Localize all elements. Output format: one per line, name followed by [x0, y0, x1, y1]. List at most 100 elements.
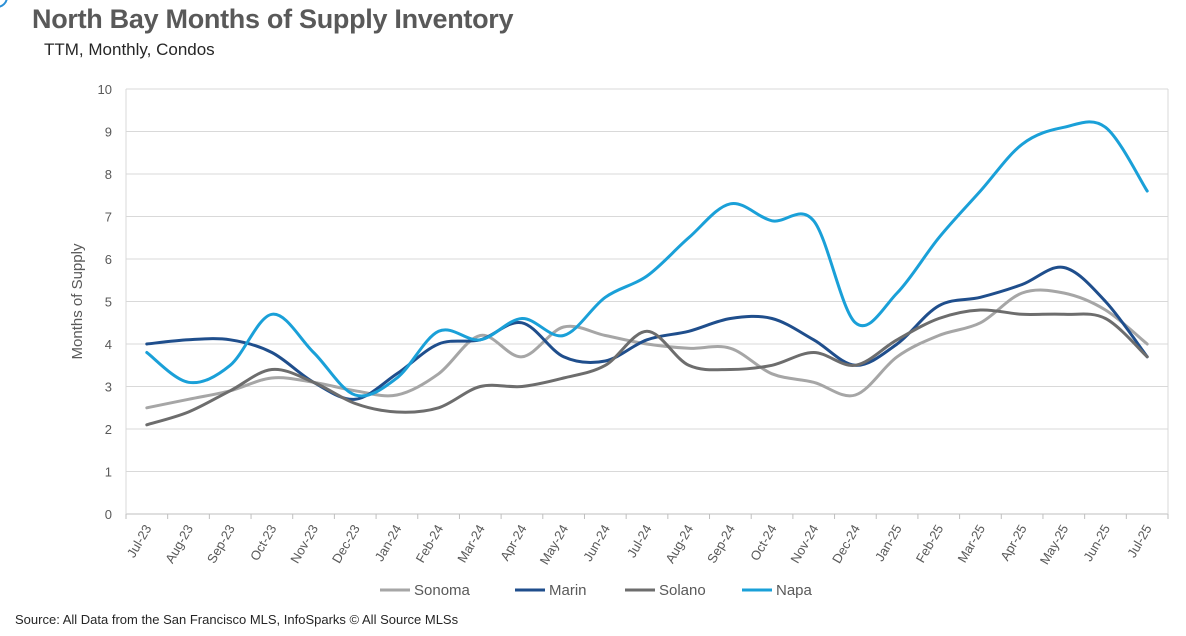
y-axis-ticks: 0 1 2 3 4 5 6 7 8 9 10: [98, 82, 112, 522]
data-point-marin: [896, 343, 899, 346]
x-tick-label: Nov-24: [787, 522, 821, 566]
legend-label-solano: Solano: [659, 582, 706, 599]
data-point-solano: [312, 381, 315, 384]
data-point-solano: [479, 385, 482, 388]
y-tick-label: 10: [98, 82, 112, 97]
series-line-solano: [145, 308, 1149, 427]
data-point-napa: [354, 394, 357, 397]
data-point-sonoma: [270, 377, 273, 380]
x-tick-label: Dec-24: [829, 522, 863, 566]
x-tick-label: May-25: [1037, 522, 1072, 567]
data-point-sonoma: [896, 355, 899, 358]
data-point-solano: [520, 385, 523, 388]
data-point-marin: [937, 304, 940, 307]
x-tick-label: Jan-25: [872, 522, 905, 564]
data-point-marin: [187, 338, 190, 341]
data-point-sonoma: [520, 355, 523, 358]
data-point-marin: [145, 343, 148, 346]
data-point-napa: [1146, 190, 1149, 193]
data-point-napa: [687, 236, 690, 239]
data-point-napa: [562, 334, 565, 337]
data-point-napa: [520, 317, 523, 320]
data-point-marin: [646, 338, 649, 341]
data-point-solano: [687, 364, 690, 367]
y-tick-label: 8: [105, 167, 112, 182]
y-axis-label: Months of Supply: [69, 243, 86, 359]
data-point-marin: [437, 343, 440, 346]
data-point-solano: [854, 364, 857, 367]
y-tick-label: 4: [105, 337, 112, 352]
x-tick-label: Oct-24: [747, 522, 779, 563]
data-point-sonoma: [145, 406, 148, 409]
data-point-marin: [354, 398, 357, 401]
data-point-marin: [604, 360, 607, 363]
data-point-solano: [437, 406, 440, 409]
data-point-napa: [1104, 126, 1107, 129]
x-tick-label: Feb-25: [913, 522, 947, 565]
x-tick-label: Apr-25: [997, 522, 1030, 563]
data-point-sonoma: [1146, 343, 1149, 346]
data-point-napa: [479, 338, 482, 341]
data-point-solano: [187, 411, 190, 414]
data-point-marin: [395, 372, 398, 375]
y-tick-label: 9: [105, 125, 112, 140]
data-point-sonoma: [1062, 292, 1065, 295]
legend-item-sonoma: Sonoma: [380, 582, 471, 599]
x-tick-label: Jul-25: [1124, 522, 1155, 560]
data-point-napa: [437, 330, 440, 333]
data-point-solano: [354, 402, 357, 405]
data-point-solano: [812, 351, 815, 354]
source-note: Source: All Data from the San Francisco …: [15, 612, 459, 627]
data-point-sonoma: [646, 343, 649, 346]
x-tick-label: Dec-23: [329, 522, 363, 566]
data-point-solano: [646, 330, 649, 333]
data-point-sonoma: [687, 347, 690, 350]
data-point-solano: [229, 389, 232, 392]
data-point-sonoma: [1021, 292, 1024, 295]
x-tick-label: Mar-25: [954, 522, 988, 565]
x-tick-label: Sep-23: [204, 522, 238, 566]
legend-item-napa: Napa: [742, 582, 813, 599]
series-line-sonoma: [145, 288, 1149, 410]
x-tick-label: Jun-25: [1080, 522, 1113, 564]
legend-item-marin: Marin: [515, 582, 587, 599]
data-point-napa: [896, 292, 899, 295]
data-point-solano: [1104, 317, 1107, 320]
data-point-sonoma: [979, 321, 982, 324]
y-tick-label: 6: [105, 252, 112, 267]
y-tick-label: 5: [105, 295, 112, 310]
data-point-sonoma: [479, 334, 482, 337]
data-point-solano: [270, 368, 273, 371]
y-tick-label: 7: [105, 210, 112, 225]
y-tick-label: 0: [105, 507, 112, 522]
data-point-sonoma: [1104, 309, 1107, 312]
chart-subtitle: TTM, Monthly, Condos: [44, 40, 215, 59]
data-point-napa: [145, 351, 148, 354]
x-tick-label: Nov-23: [287, 522, 321, 566]
legend: Sonoma Marin Solano Napa: [380, 582, 813, 599]
x-tick-label: Jul-24: [624, 522, 655, 560]
legend-label-sonoma: Sonoma: [414, 582, 471, 599]
legend-label-marin: Marin: [549, 582, 587, 599]
x-axis-ticks: Jul-23 Aug-23 Sep-23 Oct-23 Nov-23 Dec-23 Jan-…: [124, 514, 1169, 567]
x-tick-label: Aug-23: [162, 522, 196, 566]
data-point-solano: [729, 368, 732, 371]
data-point-sonoma: [562, 326, 565, 329]
data-point-marin: [771, 317, 774, 320]
data-point-solano: [1146, 355, 1149, 358]
data-point-solano: [1021, 313, 1024, 316]
data-point-sonoma: [604, 334, 607, 337]
x-tick-label: Feb-24: [413, 522, 447, 565]
data-point-solano: [395, 411, 398, 414]
data-point-solano: [937, 317, 940, 320]
data-point-solano: [1062, 313, 1065, 316]
x-tick-label: Mar-24: [454, 522, 488, 565]
data-point-sonoma: [771, 372, 774, 375]
data-point-napa: [937, 236, 940, 239]
y-tick-label: 2: [105, 422, 112, 437]
x-tick-label: Aug-24: [662, 522, 696, 566]
data-point-napa: [270, 313, 273, 316]
data-point-solano: [604, 364, 607, 367]
data-point-marin: [562, 355, 565, 358]
